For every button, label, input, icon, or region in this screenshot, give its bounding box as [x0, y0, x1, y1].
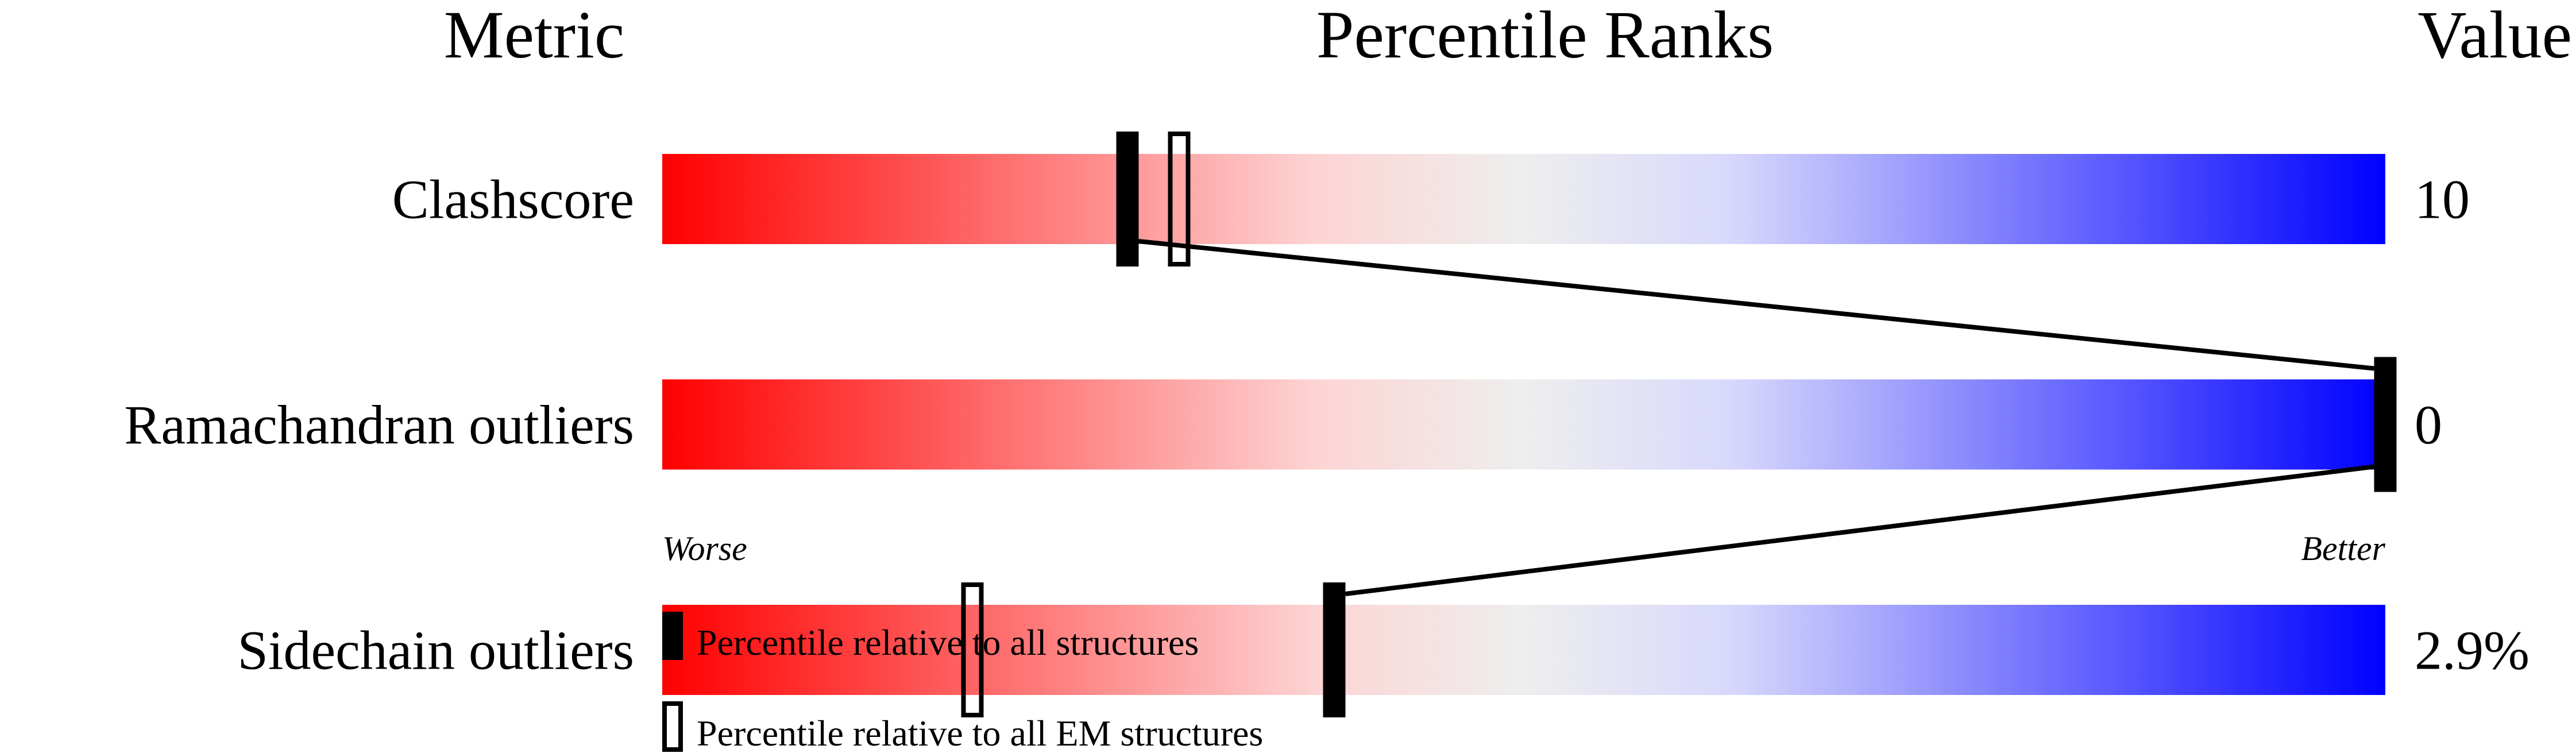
metric-value: 0: [2415, 394, 2442, 455]
legend-filled-marker: [662, 612, 683, 660]
metric-label: Sidechain outliers: [237, 620, 634, 681]
percentile-bar: [662, 379, 2385, 470]
axis-label-worse: Worse: [662, 530, 747, 567]
legend-open-marker: [662, 701, 683, 752]
connector-line: [1138, 239, 2374, 371]
axis-label-better: Better: [2301, 530, 2385, 567]
metric-value: 2.9%: [2415, 620, 2529, 681]
legend-label-em: Percentile relative to all EM structures: [697, 713, 1263, 753]
percentile-marker-all: [1323, 582, 1346, 717]
metric-label: Ramachandran outliers: [124, 394, 634, 455]
metric-value: 10: [2415, 169, 2470, 230]
percentile-bar: [662, 605, 2385, 695]
percentile-marker-all: [2374, 357, 2397, 492]
header-metric: Metric: [444, 0, 625, 72]
legend-label-all: Percentile relative to all structures: [697, 622, 1199, 663]
percentile-marker-em: [961, 582, 984, 717]
percentile-bar: [662, 154, 2385, 244]
header-percentile-ranks: Percentile Ranks: [1316, 0, 1774, 72]
percentile-marker-all: [1116, 132, 1139, 267]
metric-label: Clashscore: [392, 169, 634, 230]
header-value: Value: [2417, 0, 2572, 72]
percentile-marker-em: [1168, 132, 1191, 267]
connector-line: [1345, 464, 2374, 596]
